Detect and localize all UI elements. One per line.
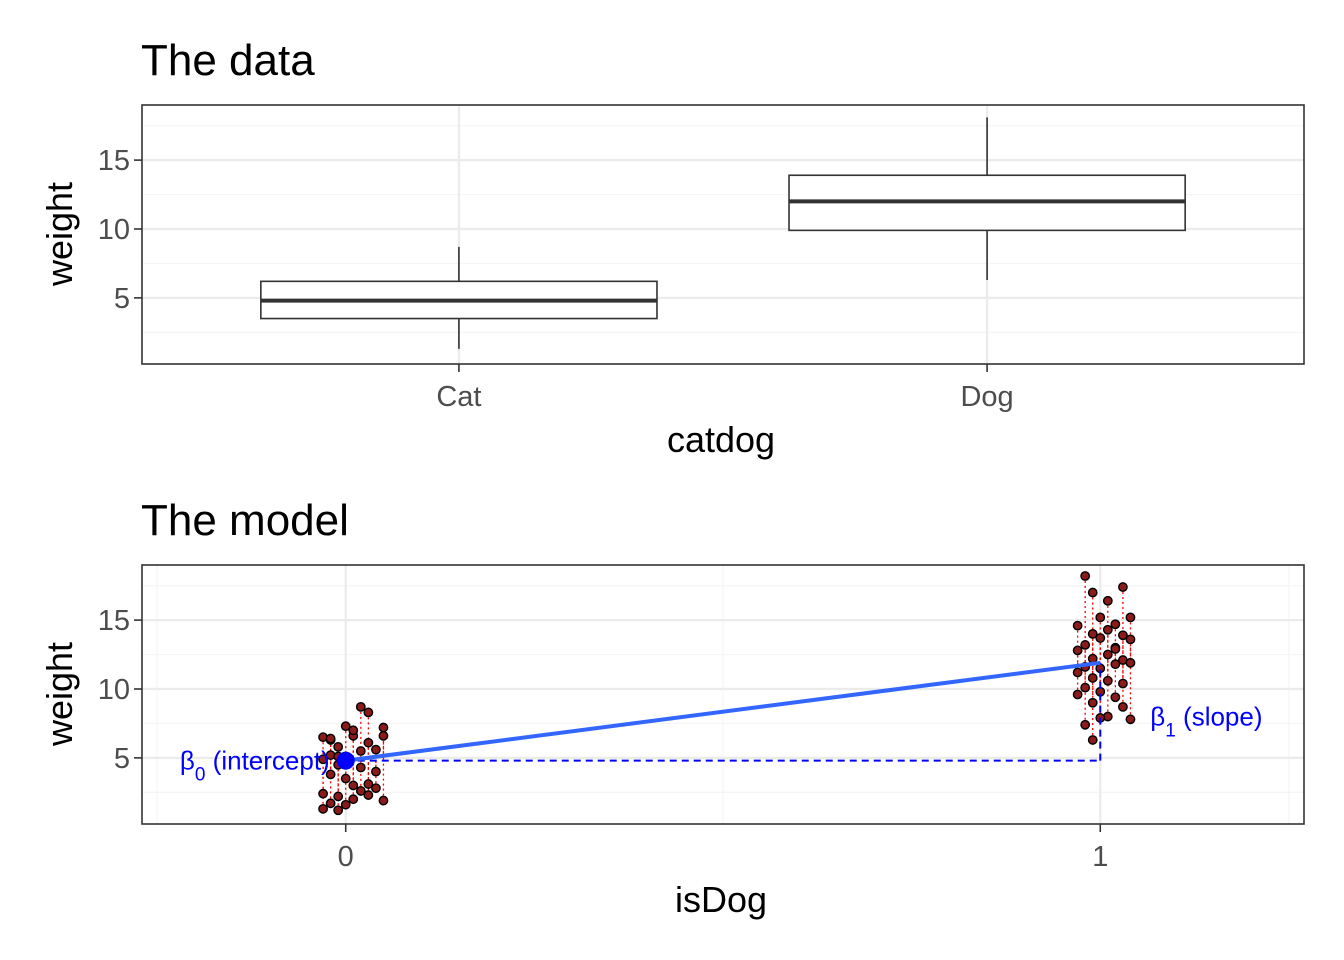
data-point xyxy=(1118,630,1128,641)
data-point xyxy=(1118,678,1128,689)
data-point xyxy=(1080,571,1091,581)
data-point xyxy=(1087,735,1098,745)
boxplot-cat xyxy=(260,246,658,349)
y-tick-label: 5 xyxy=(114,743,130,775)
data-point xyxy=(340,721,351,732)
plot-border xyxy=(141,104,1305,365)
x-tick-label: 0 xyxy=(338,841,354,873)
intercept-point xyxy=(336,751,355,770)
data-point xyxy=(1125,612,1136,623)
model-layer: β0 (intercept) β1 (slope) xyxy=(180,660,1263,786)
data-point xyxy=(1087,628,1098,639)
data-point xyxy=(333,791,344,802)
x-tick-label: Cat xyxy=(436,381,481,413)
data-point xyxy=(1080,682,1091,693)
plot-border xyxy=(141,564,1305,825)
data-point xyxy=(378,722,389,733)
data-point xyxy=(1118,701,1128,712)
data-point xyxy=(371,766,381,777)
data-point xyxy=(1125,634,1136,645)
regression-line xyxy=(345,660,1101,763)
data-point xyxy=(1072,667,1083,678)
data-point xyxy=(1087,673,1098,683)
data-point xyxy=(1095,612,1106,623)
x-axis-title: catdog xyxy=(667,419,775,460)
y-axis-title: weight xyxy=(39,182,80,287)
data-point xyxy=(318,803,328,814)
data-point xyxy=(348,725,359,736)
data-point xyxy=(1102,595,1113,606)
data-point xyxy=(1102,675,1113,686)
data-point xyxy=(371,744,381,755)
x-axis-title: isDog xyxy=(675,879,767,920)
chart-title: The model xyxy=(141,496,349,545)
boxplots xyxy=(260,117,1186,349)
data-point xyxy=(355,746,366,756)
data-point xyxy=(1072,689,1083,700)
data-point xyxy=(325,798,336,809)
y-tick-label: 15 xyxy=(98,605,130,637)
y-axis: 5 10 15 xyxy=(98,605,142,775)
data-point xyxy=(1125,714,1136,725)
data-point xyxy=(1087,697,1098,708)
slope-label: β1 (slope) xyxy=(1150,702,1262,742)
y-axis-title: weight xyxy=(39,642,80,747)
data-point xyxy=(1110,659,1121,670)
data-point xyxy=(1087,587,1098,598)
data-point xyxy=(348,794,359,805)
data-point xyxy=(348,780,359,791)
data-point xyxy=(1118,582,1128,592)
y-tick-label: 5 xyxy=(114,283,130,315)
panel-the-model: The model β0 (intercept)β1 (slope) 51015… xyxy=(39,496,1305,920)
data-point xyxy=(371,783,381,794)
x-axis: Cat Dog xyxy=(436,364,1014,413)
data-point xyxy=(333,741,344,752)
data-point xyxy=(1072,645,1083,656)
x-tick-label: Dog xyxy=(960,381,1013,413)
data-point xyxy=(363,707,374,718)
y-tick-label: 10 xyxy=(98,214,130,246)
data-point xyxy=(378,795,389,806)
x-tick-label: 1 xyxy=(1092,841,1108,873)
plot-area xyxy=(142,105,1304,364)
data-point xyxy=(340,799,351,810)
data-point xyxy=(363,779,374,789)
data-point xyxy=(355,786,366,796)
data-point xyxy=(333,805,344,816)
data-point xyxy=(1095,633,1106,643)
data-point xyxy=(1072,620,1083,631)
data-point xyxy=(355,762,366,773)
data-point xyxy=(325,733,336,744)
y-tick-label: 10 xyxy=(98,674,130,706)
y-axis: 5 10 15 xyxy=(98,145,142,315)
data-point xyxy=(363,790,374,800)
y-tick-label: 15 xyxy=(98,145,130,177)
data-point xyxy=(318,754,328,765)
data-point xyxy=(1110,692,1121,703)
data-point xyxy=(1080,640,1091,650)
data-point xyxy=(378,730,389,741)
data-point xyxy=(1110,644,1121,654)
data-point xyxy=(1080,719,1091,730)
data-point xyxy=(340,773,351,784)
chart-title: The data xyxy=(141,36,315,85)
data-point xyxy=(1102,624,1113,635)
intercept-label: β0 (intercept) xyxy=(180,746,330,786)
data-point xyxy=(363,737,374,748)
data-point xyxy=(1102,649,1113,660)
data-point xyxy=(325,769,336,780)
data-point xyxy=(1110,619,1121,630)
data-point xyxy=(318,788,328,799)
data-point xyxy=(355,701,366,712)
data-point xyxy=(1125,657,1136,668)
boxplot-dog xyxy=(788,117,1186,280)
panel-the-data: The data 5 10 15 Cat Dog catdog weight xyxy=(39,36,1305,460)
